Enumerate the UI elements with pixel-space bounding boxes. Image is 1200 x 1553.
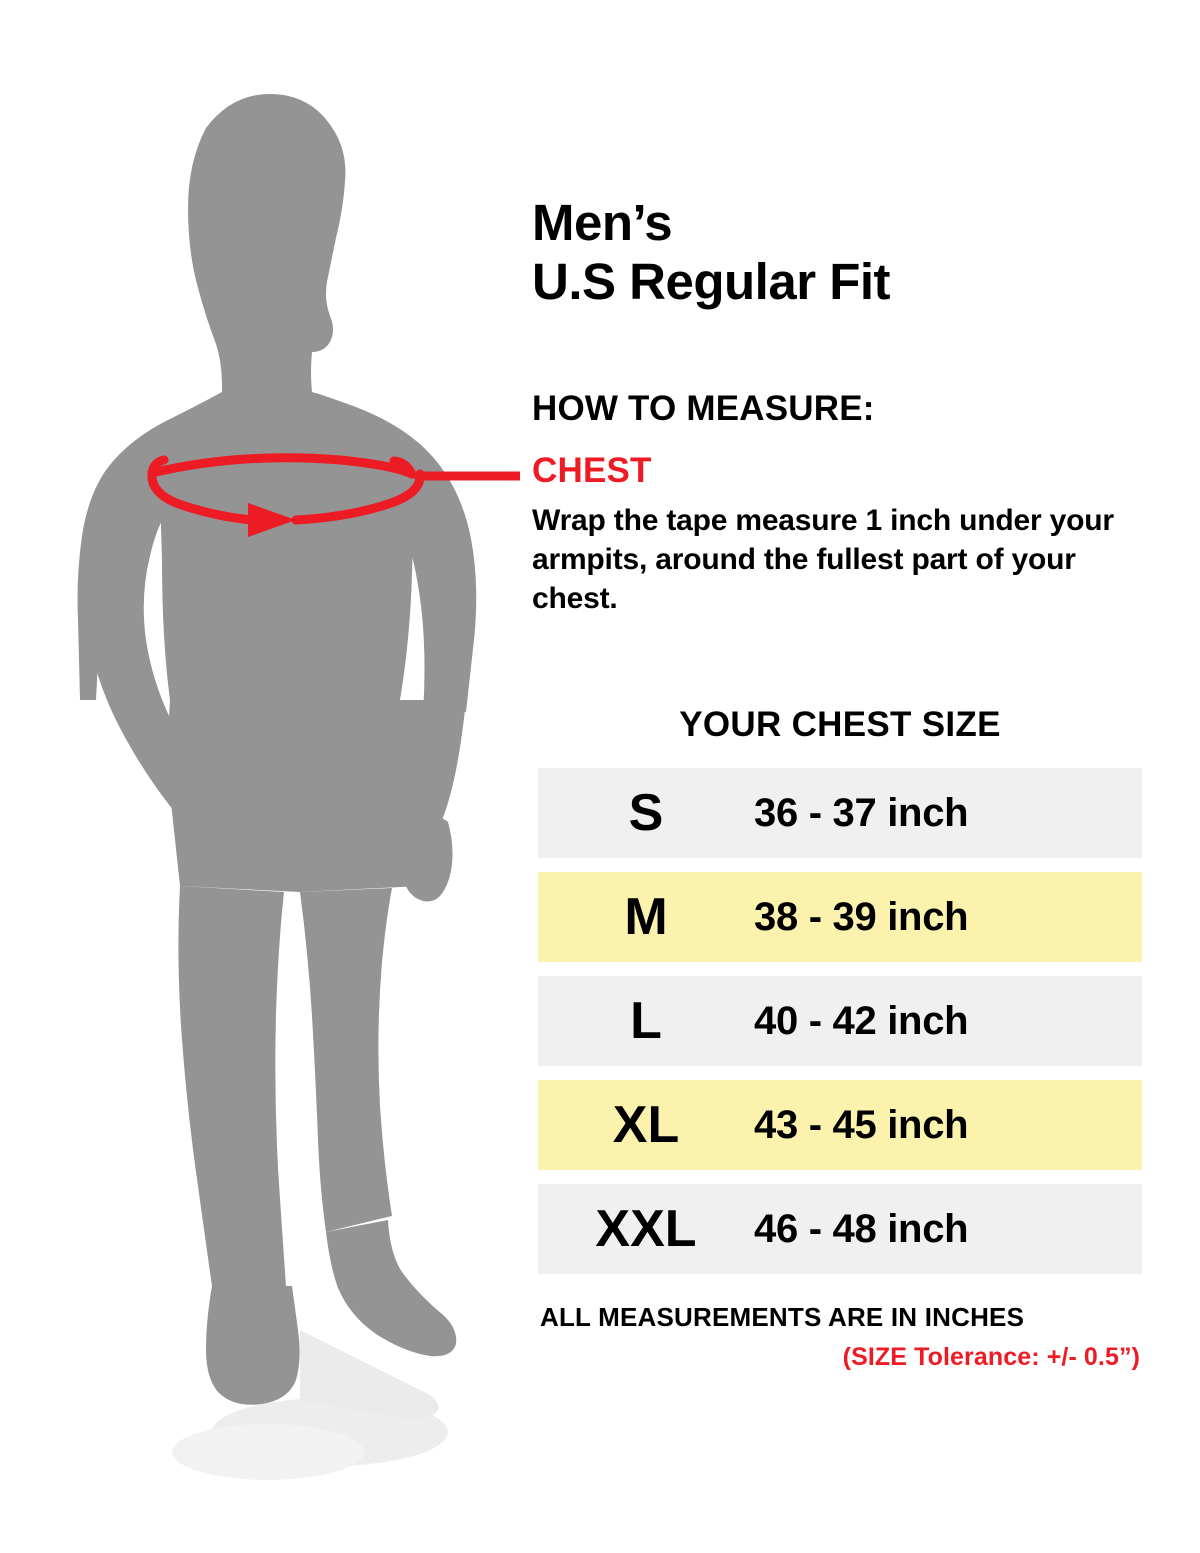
figure-panel (0, 0, 520, 1553)
size-value: 36 - 37 inch (754, 791, 969, 835)
size-value: 40 - 42 inch (754, 999, 969, 1043)
size-table: S 36 - 37 inch M 38 - 39 inch L 40 - 42 … (538, 768, 1142, 1288)
size-label: M (624, 888, 668, 946)
page-title: Men’s U.S Regular Fit (532, 193, 1172, 311)
tolerance-note: (SIZE Tolerance: +/- 0.5”) (842, 1343, 1140, 1371)
chest-instructions: Wrap the tape measure 1 inch under your … (532, 504, 1114, 615)
size-label: XL (612, 1096, 680, 1154)
table-row: S 36 - 37 inch (538, 768, 1142, 858)
table-row: M 38 - 39 inch (538, 872, 1142, 962)
table-header-your-chest-size: YOUR CHEST SIZE (679, 705, 1001, 744)
size-value: 38 - 39 inch (754, 895, 969, 939)
table-row: L 40 - 42 inch (538, 976, 1142, 1066)
table-row: XXL 46 - 48 inch (538, 1184, 1142, 1274)
chest-measure-arrowhead (248, 503, 296, 537)
size-value: 43 - 45 inch (754, 1103, 969, 1147)
chest-measure-callout (147, 453, 520, 525)
silhouette-body (77, 93, 477, 1405)
units-note: ALL MEASUREMENTS ARE IN INCHES (540, 1302, 1025, 1332)
how-to-measure-title: HOW TO MEASURE: (532, 389, 875, 428)
size-label: XXL (595, 1200, 697, 1258)
size-value: 46 - 48 inch (754, 1207, 969, 1251)
male-silhouette-illustration (77, 93, 520, 1480)
content-panel: Men’s U.S Regular Fit HOW TO MEASURE: CH… (528, 0, 1200, 1553)
size-label: L (630, 992, 662, 1050)
table-row: XL 43 - 45 inch (538, 1080, 1142, 1170)
figure-shadow (172, 1330, 448, 1480)
title-line-1: Men’s (532, 194, 673, 251)
chest-callout-label: CHEST (532, 451, 652, 490)
size-label: S (628, 784, 664, 842)
title-line-2: U.S Regular Fit (532, 253, 891, 311)
